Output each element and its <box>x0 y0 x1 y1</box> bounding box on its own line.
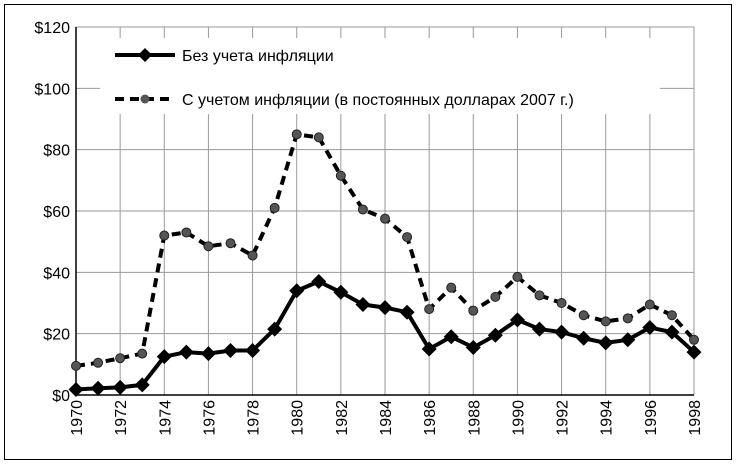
data-point-nominal <box>576 330 592 346</box>
y-tick-label: $40 <box>43 265 70 282</box>
data-point-real <box>380 213 390 224</box>
data-point-nominal <box>90 380 106 396</box>
x-tick-label: 1976 <box>201 400 218 436</box>
data-point-real <box>402 232 413 243</box>
x-axis-ticks: 1970 1972 1974 1976 1978 1980 1982 1984 1986 1988… <box>69 400 704 436</box>
x-tick-label: 1996 <box>643 400 660 436</box>
legend: Без учета инфляции С учетом инфляции (в … <box>100 38 660 114</box>
data-point-nominal <box>178 344 194 360</box>
data-point-nominal <box>686 344 702 360</box>
data-point-real <box>137 348 148 359</box>
data-point-nominal <box>620 332 636 348</box>
y-tick-label: $60 <box>43 204 70 221</box>
data-point-nominal <box>443 329 459 345</box>
data-point-nominal <box>267 321 283 337</box>
x-tick-label: 1988 <box>466 400 483 436</box>
data-point-real <box>600 316 611 327</box>
data-point-nominal <box>200 346 216 362</box>
x-tick-label: 1984 <box>378 400 395 436</box>
x-tick-label: 1970 <box>69 400 86 436</box>
data-point-real <box>446 282 457 293</box>
legend-label-nominal: Без учета инфляции <box>182 48 334 65</box>
data-point-real <box>71 360 81 371</box>
y-tick-label: $0 <box>52 388 70 405</box>
data-point-real <box>512 271 523 282</box>
x-tick-label: 1980 <box>290 400 307 436</box>
data-point-nominal <box>289 283 305 299</box>
data-point-nominal <box>311 274 327 290</box>
x-tick-label: 1994 <box>599 400 616 436</box>
data-point-real <box>468 305 479 316</box>
data-point-nominal <box>487 327 503 343</box>
legend-background <box>100 38 660 114</box>
data-point-nominal <box>112 379 128 395</box>
x-tick-label: 1982 <box>334 400 351 436</box>
x-tick-label: 1986 <box>422 400 439 436</box>
data-point-nominal <box>355 297 371 313</box>
data-point-real <box>313 132 324 143</box>
data-point-real <box>115 353 126 364</box>
data-point-nominal <box>377 300 393 316</box>
data-point-real <box>556 298 567 308</box>
data-point-real <box>357 204 368 215</box>
data-point-real <box>335 170 346 181</box>
data-point-real <box>225 238 236 249</box>
data-point-real <box>291 129 302 140</box>
y-tick-label: $20 <box>43 327 70 344</box>
data-point-real <box>93 357 104 368</box>
y-tick-label: $100 <box>34 81 70 98</box>
data-point-nominal <box>598 335 614 351</box>
series-layer <box>68 129 702 397</box>
data-point-real <box>644 299 655 310</box>
legend-marker-real <box>140 94 150 104</box>
legend-label-real: С учетом инфляции (в постоянных долларах… <box>182 92 574 109</box>
x-tick-label: 1974 <box>157 400 174 436</box>
data-point-nominal <box>554 324 570 340</box>
data-point-nominal <box>134 377 150 393</box>
data-point-real <box>159 230 170 241</box>
y-tick-label: $120 <box>34 20 70 37</box>
data-point-real <box>622 313 633 324</box>
data-point-real <box>424 304 435 315</box>
data-point-real <box>203 241 214 252</box>
data-point-real <box>490 291 501 302</box>
data-point-nominal <box>333 284 349 300</box>
data-point-real <box>269 202 280 213</box>
x-tick-label: 1998 <box>687 400 704 436</box>
data-point-nominal <box>465 339 481 355</box>
y-axis-ticks: $0 $20 $40 $60 $80 $100 $120 <box>34 20 70 405</box>
data-point-nominal <box>421 341 437 357</box>
data-point-nominal <box>68 381 84 397</box>
data-point-nominal <box>532 321 547 337</box>
x-tick-label: 1990 <box>510 400 527 436</box>
x-tick-label: 1972 <box>113 400 130 436</box>
data-point-real <box>578 310 589 321</box>
y-tick-label: $80 <box>43 143 70 160</box>
data-point-nominal <box>399 304 415 320</box>
data-point-real <box>181 227 192 238</box>
data-point-nominal <box>642 320 658 336</box>
data-point-nominal <box>245 343 261 359</box>
data-point-nominal <box>509 312 525 328</box>
data-point-real <box>666 310 677 321</box>
data-point-real <box>689 334 699 345</box>
data-point-nominal <box>156 349 172 365</box>
data-point-real <box>247 250 258 261</box>
x-tick-label: 1978 <box>246 400 263 436</box>
x-tick-label: 1992 <box>555 400 572 436</box>
data-point-nominal <box>223 343 238 359</box>
data-point-nominal <box>664 324 680 340</box>
data-point-real <box>534 290 545 301</box>
legend-marker-nominal <box>138 48 152 62</box>
